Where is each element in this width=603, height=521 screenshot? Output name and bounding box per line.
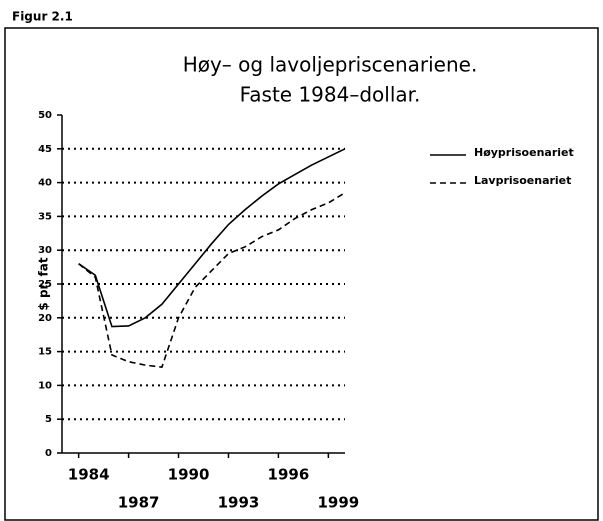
y-tick-label: 50 xyxy=(38,110,52,121)
y-tick-label: 40 xyxy=(38,178,52,189)
x-tick-label: 1990 xyxy=(168,466,210,484)
frame xyxy=(4,27,599,521)
legend-label: Lavprisoenariet xyxy=(474,174,571,187)
x-tick-label: 1987 xyxy=(118,494,160,512)
y-tick-label: 20 xyxy=(38,313,52,324)
y-tick-label: 15 xyxy=(38,347,52,358)
x-tick-label: 1999 xyxy=(317,494,359,512)
x-tick-label: 1993 xyxy=(218,494,260,512)
series-line xyxy=(78,148,346,328)
y-tick-label: 10 xyxy=(38,380,52,391)
y-tick-label: 0 xyxy=(45,448,52,459)
series-line xyxy=(78,192,346,369)
y-tick-label: 35 xyxy=(38,211,52,222)
x-tick-label: 1996 xyxy=(268,466,310,484)
legend-label: Høyprisoenariet xyxy=(474,146,574,159)
y-tick-label: 5 xyxy=(45,414,52,425)
y-axis-label: $ pr. fat xyxy=(37,257,51,310)
figure-label: Figur 2.1 xyxy=(12,10,73,24)
y-tick-label: 45 xyxy=(38,144,52,155)
y-tick-label: 30 xyxy=(38,245,52,256)
x-tick-label: 1984 xyxy=(68,466,110,484)
chart-subtitle: Faste 1984–dollar. xyxy=(240,83,421,107)
y-tick-label: 25 xyxy=(38,279,52,290)
chart-title: Høy– og lavoljepriscenariene. xyxy=(183,53,478,77)
